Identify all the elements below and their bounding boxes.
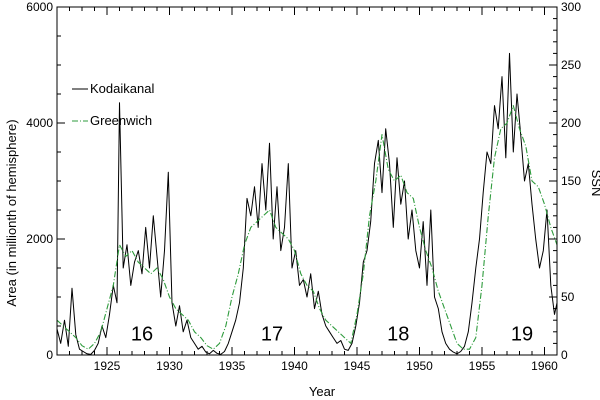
cycle-label-16: 16: [131, 324, 153, 346]
y-left-tick-label: 2000: [26, 232, 53, 246]
x-tick-label: 1960: [531, 359, 558, 373]
y-axis-right-title: SSN: [589, 170, 600, 197]
y-right-tick-label: 200: [561, 116, 581, 130]
x-tick-label: 1935: [219, 359, 246, 373]
legend-label-kodaikanal: Kodaikanal: [90, 81, 154, 96]
series-line-greenwich: [56, 105, 558, 350]
x-tick-label: 1945: [344, 359, 371, 373]
x-axis-title: Year: [309, 384, 336, 399]
series-layer: [56, 52, 558, 355]
cycle-label-18: 18: [387, 324, 409, 346]
y-axis-left-title: Area (in millionth of hemisphere): [4, 119, 19, 306]
series-line-kodaikanal: [56, 52, 558, 355]
y-right-tick-label: 150: [561, 174, 581, 188]
y-right-tick-label: 300: [561, 0, 581, 14]
x-tick-label: 1940: [281, 359, 308, 373]
y-right-tick-label: 250: [561, 58, 581, 72]
y-right-tick-label: 100: [561, 232, 581, 246]
y-left-tick-label: 4000: [26, 116, 53, 130]
legend-label-greenwich: Greenwich: [90, 113, 152, 128]
x-tick-label: 1925: [94, 359, 121, 373]
cycle-label-19: 19: [511, 324, 533, 346]
cycle-label-17: 17: [261, 324, 283, 346]
plot-frame: [56, 6, 558, 356]
x-tick-label: 1955: [469, 359, 496, 373]
x-tick-label: 1930: [156, 359, 183, 373]
x-tick-label: 1950: [406, 359, 433, 373]
legend: Kodaikanal Greenwich: [72, 81, 154, 128]
y-left-tick-label: 0: [46, 348, 53, 362]
y-right-tick-label: 50: [561, 290, 575, 304]
y-left-tick-label: 6000: [26, 0, 53, 14]
y-right-tick-label: 0: [561, 348, 568, 362]
